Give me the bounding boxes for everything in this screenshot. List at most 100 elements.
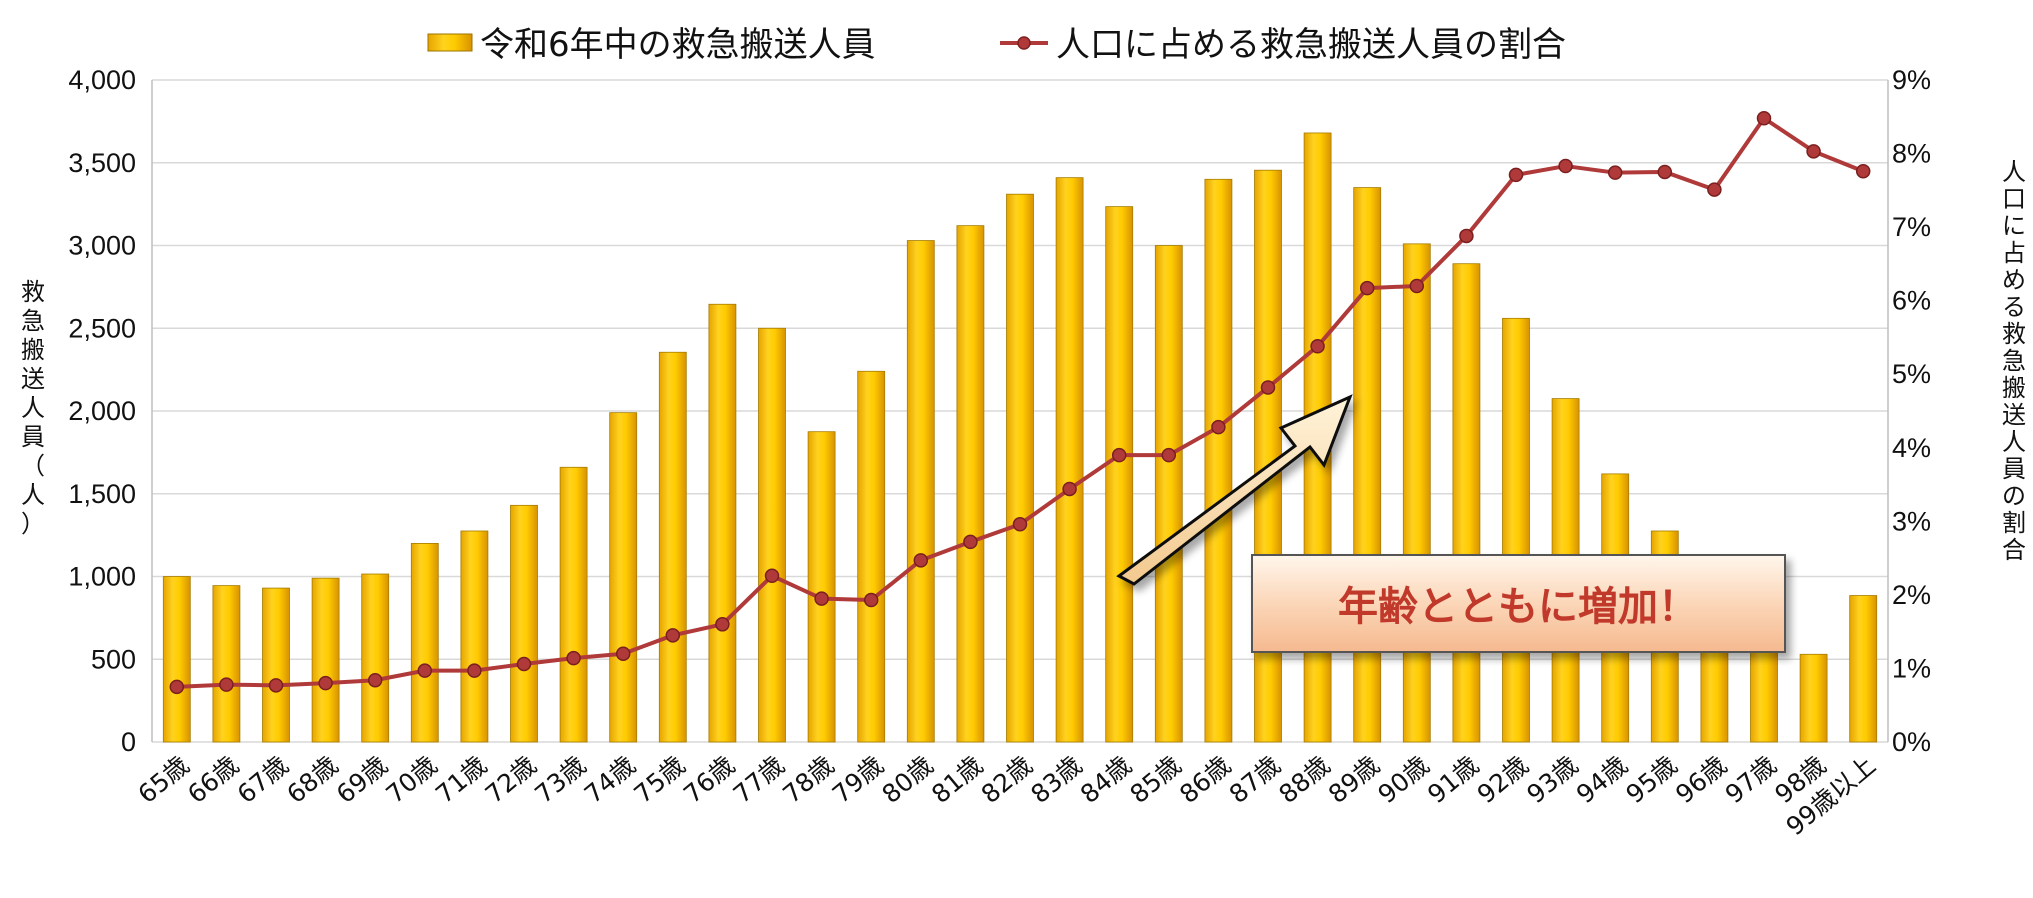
x-tick-label: 82歳 (976, 750, 1038, 809)
x-tick-label: 69歳 (331, 750, 393, 809)
x-tick-label: 94歳 (1571, 750, 1633, 809)
bar (1105, 206, 1134, 743)
bar (212, 585, 241, 743)
y-right-tick-label: 8% (1892, 139, 1931, 169)
line-point (1260, 380, 1276, 395)
x-tick-label: 84歳 (1075, 750, 1137, 809)
bar (559, 466, 588, 743)
x-tick-label: 91歳 (1422, 750, 1484, 809)
line-point (1359, 280, 1375, 296)
line-point (169, 679, 185, 695)
line-point (1161, 447, 1177, 463)
y-left-tick-label: 2,000 (68, 396, 136, 426)
line-point (1012, 517, 1028, 532)
line-point (467, 663, 482, 678)
y-axis-left-title: 救急搬送人員（人） (21, 278, 45, 538)
callout-text: 年齢とともに増加！ (1338, 584, 1698, 630)
x-axis: 65歳66歳67歳68歳69歳70歳71歳72歳73歳74歳75歳76歳77歳7… (132, 750, 1881, 841)
x-tick-label: 95歳 (1620, 750, 1682, 809)
legend-bar-label: 令和6年中の救急搬送人員 (480, 25, 876, 65)
bar (1799, 653, 1828, 743)
bar (956, 225, 985, 743)
x-tick-label: 80歳 (876, 750, 938, 809)
x-tick-label: 76歳 (678, 750, 740, 809)
bar (410, 543, 439, 743)
trend-arrow (1116, 394, 1353, 586)
y-right-tick-label: 7% (1892, 212, 1931, 242)
bar (758, 327, 786, 743)
y-left-tick-label: 3,500 (68, 148, 136, 178)
line-point (1508, 167, 1524, 183)
line-point (1607, 165, 1623, 180)
bar (658, 351, 687, 743)
bar (1055, 177, 1084, 743)
x-tick-label: 83歳 (1025, 750, 1087, 809)
legend: 令和6年中の救急搬送人員 人口に占める救急搬送人員の割合 (427, 25, 1566, 65)
bar (906, 240, 935, 743)
x-tick-label: 73歳 (529, 750, 591, 809)
bar (460, 530, 489, 743)
line-point (367, 672, 383, 688)
y-left-tick-label: 4,000 (68, 65, 136, 95)
bar (361, 573, 390, 743)
bar (857, 370, 886, 743)
bar (1204, 178, 1233, 743)
line-point (1806, 144, 1821, 159)
bar (1452, 263, 1481, 743)
line-point (219, 677, 234, 692)
bar (262, 587, 290, 743)
line-point (516, 656, 532, 672)
y-left-tick-label: 3,000 (68, 231, 136, 261)
line-series (169, 110, 1871, 695)
bar (311, 577, 340, 743)
line-point (963, 534, 978, 550)
bar (1254, 169, 1282, 743)
y-axis-left: 0 500 1,000 1,500 2,000 2,500 3,000 3,500 4,000 (68, 65, 136, 757)
bar (1353, 187, 1382, 743)
legend-line-label: 人口に占める救急搬送人員の割合 (1056, 25, 1566, 65)
line-point (566, 650, 581, 666)
line-point (814, 591, 829, 606)
line-point (665, 628, 681, 643)
x-tick-label: 74歳 (579, 750, 641, 809)
x-tick-label: 97歳 (1720, 750, 1782, 809)
y-right-tick-label: 4% (1892, 433, 1931, 463)
x-tick-label: 87歳 (1224, 750, 1286, 809)
line-point (1211, 419, 1226, 435)
bar (162, 576, 191, 743)
y-right-tick-label: 0% (1892, 727, 1931, 757)
line-point (1310, 339, 1325, 354)
bar (807, 431, 836, 743)
line-point (417, 663, 433, 678)
line-point (1756, 110, 1772, 126)
bar (1402, 243, 1431, 743)
x-tick-label: 70歳 (380, 750, 442, 809)
line-point (1558, 158, 1573, 174)
line-point (1409, 278, 1425, 294)
x-tick-label: 89歳 (1323, 750, 1385, 809)
x-tick-label: 75歳 (628, 750, 690, 809)
y-axis-right: 0% 1% 2% 3% 4% 5% 6% 7% 8% 9% (1892, 65, 1931, 757)
x-tick-label: 67歳 (232, 750, 294, 809)
legend-bar-swatch (427, 33, 473, 52)
y-left-tick-label: 500 (91, 644, 136, 674)
bar (1849, 595, 1878, 743)
annotation: 年齢とともに増加！ (1116, 394, 1786, 653)
x-tick-label: 66歳 (182, 750, 244, 809)
bar (510, 504, 538, 743)
x-tick-label: 92歳 (1472, 750, 1534, 809)
x-tick-label: 72歳 (480, 750, 542, 809)
line-point (1062, 481, 1077, 497)
line-point (764, 568, 780, 584)
x-tick-label: 68歳 (281, 750, 343, 809)
y-left-tick-label: 1,000 (68, 562, 136, 592)
y-right-tick-label: 1% (1892, 653, 1931, 683)
legend-line-marker (1017, 36, 1031, 50)
callout-box (1251, 554, 1786, 653)
x-tick-label: 71歳 (430, 750, 492, 809)
y-axis-right-title: 人口に占める救急搬送人員の割合 (2002, 158, 2026, 564)
line-point (863, 592, 879, 608)
bar (708, 303, 737, 743)
y-left-tick-label: 1,500 (68, 479, 136, 509)
y-left-tick-label: 2,500 (68, 313, 136, 343)
